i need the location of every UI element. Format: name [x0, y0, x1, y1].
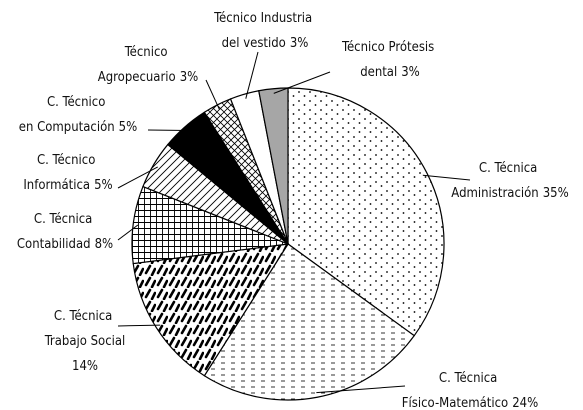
value-label: 35%	[543, 186, 569, 201]
slice-label: C. Técnico Informática	[23, 153, 99, 193]
slice-label: C. Técnica Trabajo Social	[44, 309, 126, 349]
label-line: C. Técnico	[37, 153, 99, 168]
leader-line	[117, 324, 161, 327]
pie-slice	[287, 87, 445, 337]
value-label: 14%	[72, 359, 98, 374]
label-line: dental	[360, 65, 397, 80]
value-label: 3%	[180, 70, 199, 85]
label-line: C. Técnica	[34, 212, 96, 227]
leader-line	[316, 385, 406, 394]
label-line: Contabilidad	[17, 237, 91, 252]
slice-label: C. Técnica Contabilidad	[17, 212, 96, 252]
label-line: Físico-Matemático	[402, 396, 508, 410]
slice-label: Técnico Agropecuario	[98, 45, 176, 85]
value-label: 24%	[512, 396, 538, 410]
value-label: 5%	[119, 120, 138, 135]
label-line: Técnico	[124, 45, 172, 60]
value-label: 3%	[401, 65, 420, 80]
label-line: C. Técnica	[439, 371, 501, 386]
label-line: Técnico Prótesis	[341, 40, 438, 55]
label-line: Informática	[23, 178, 90, 193]
leader-line	[117, 224, 139, 241]
label-line: C. Técnico	[47, 95, 109, 110]
leader-line	[205, 79, 220, 110]
value-label: 3%	[290, 36, 309, 51]
slice-label: C. Técnica Administración	[451, 161, 541, 201]
slice-label: Técnico Industria del vestido	[213, 11, 316, 51]
label-line: Trabajo Social	[44, 334, 126, 349]
leader-line	[273, 71, 331, 94]
label-line: en Computación	[19, 120, 115, 135]
value-label: 8%	[95, 237, 114, 252]
slice-label: C. Técnica Físico-Matemático	[402, 371, 508, 410]
leader-line	[245, 51, 259, 99]
label-line: Agropecuario	[98, 70, 176, 85]
leader-line	[117, 166, 158, 189]
pie-slice	[132, 243, 290, 377]
label-line: Técnico Industria	[213, 11, 316, 26]
value-label: 5%	[94, 178, 113, 193]
slice-label: C. Técnico en Computación	[19, 95, 115, 135]
label-line: del vestido	[222, 36, 286, 51]
label-line: C. Técnica	[54, 309, 116, 324]
pie-slice	[203, 243, 416, 401]
leader-line	[422, 174, 471, 181]
label-line: Administración	[451, 186, 538, 201]
slice-label: Técnico Prótesis dental	[341, 40, 438, 80]
label-line: C. Técnica	[479, 161, 541, 176]
